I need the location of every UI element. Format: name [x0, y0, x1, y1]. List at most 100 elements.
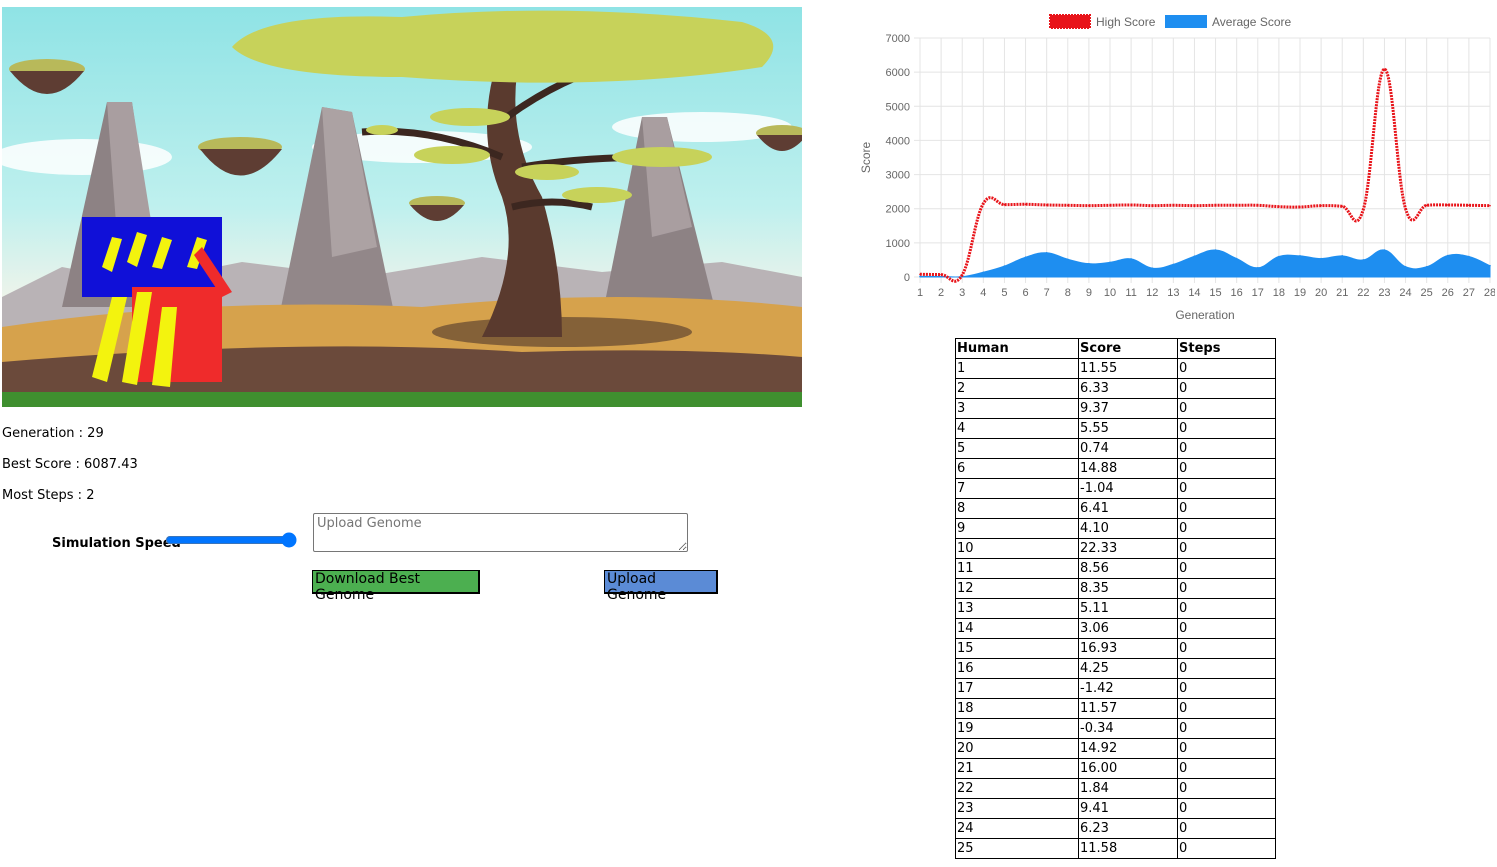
high-score-line: [919, 67, 1491, 283]
score-cell: 8.56: [1078, 558, 1178, 579]
human-id-cell: 17: [955, 678, 1079, 699]
score-cell: -1.04: [1078, 478, 1178, 499]
steps-cell: 0: [1177, 458, 1276, 479]
high-score-point: [1045, 204, 1048, 206]
high-score-point: [1446, 204, 1449, 206]
score-cell: 16.93: [1078, 638, 1178, 659]
x-tick-label: 21: [1336, 287, 1348, 299]
human-id-cell: 7: [955, 478, 1079, 499]
steps-cell: 0: [1177, 498, 1276, 519]
average-score-point: [1299, 255, 1301, 257]
high-score-point: [961, 274, 964, 276]
population-table: Human Score Steps 1 11.55 0 2 6.33 0 3 9.37 0 4 5.…: [955, 338, 1276, 859]
score-cell: 0.74: [1078, 438, 1178, 459]
y-tick-label: 0: [904, 272, 910, 284]
high-score-point: [1362, 208, 1365, 211]
human-id-cell: 2: [955, 378, 1079, 399]
grass-strip: [2, 392, 802, 407]
score-cell: 16.00: [1078, 758, 1178, 779]
x-tick-label: 23: [1378, 287, 1390, 299]
human-id-cell: 5: [955, 438, 1079, 459]
table-row: 17 -1.42 0: [955, 678, 1276, 699]
high-score-point: [1256, 204, 1259, 207]
human-id-cell: 10: [955, 538, 1079, 559]
human-id-cell: 12: [955, 578, 1079, 599]
table-row: 14 3.06 0: [955, 618, 1276, 639]
x-tick-label: 1: [917, 287, 923, 299]
human-id-cell: 6: [955, 458, 1079, 479]
table-row: 19 -0.34 0: [955, 718, 1276, 739]
average-score-point: [1235, 257, 1238, 260]
y-tick-label: 5000: [886, 101, 910, 113]
x-tick-label: 7: [1044, 287, 1050, 299]
score-cell: 11.58: [1078, 838, 1178, 859]
y-tick-label: 3000: [886, 170, 910, 182]
average-score-point: [1003, 265, 1006, 267]
download-best-genome-button[interactable]: Download Best Genome: [312, 570, 480, 603]
population-table-container: Human Score Steps 1 11.55 0 2 6.33 0 3 9.37 0 4 5.…: [955, 338, 1276, 859]
legend-label-average-score: Average Score: [1212, 15, 1291, 29]
high-score-point: [1468, 204, 1470, 207]
human-id-cell: 24: [955, 818, 1079, 839]
table-row: 6 14.88 0: [955, 458, 1276, 479]
table-header-row: Human Score Steps: [955, 338, 1276, 359]
steps-cell: 0: [1177, 678, 1276, 699]
steps-cell: 0: [1177, 378, 1276, 399]
upload-genome-button[interactable]: Upload Genome: [604, 570, 718, 603]
high-score-point: [1320, 204, 1322, 207]
x-tick-label: 16: [1231, 287, 1243, 299]
table-row: 1 11.55 0: [955, 358, 1276, 379]
high-score-point: [1404, 207, 1407, 210]
y-tick-label: 7000: [886, 33, 910, 45]
score-cell: 11.55: [1078, 358, 1178, 379]
legend-swatch-average-score: [1165, 15, 1207, 28]
average-score-point: [1045, 251, 1048, 254]
table-row: 18 11.57 0: [955, 698, 1276, 719]
floating-islands: [9, 59, 802, 221]
average-score-point: [1468, 255, 1470, 258]
x-tick-label: 6: [1022, 287, 1028, 299]
legend-label-high-score: High Score: [1096, 15, 1156, 29]
x-tick-label: 24: [1399, 287, 1411, 299]
x-tick-label: 25: [1421, 287, 1433, 299]
human-id-cell: 1: [955, 358, 1079, 379]
human-id-cell: 19: [955, 718, 1079, 739]
simulation-speed-slider[interactable]: [165, 530, 297, 550]
table-row: 24 6.23 0: [955, 818, 1276, 839]
x-tick-label: 27: [1463, 287, 1475, 299]
table-row: 13 5.11 0: [955, 598, 1276, 619]
score-cell: 6.33: [1078, 378, 1178, 399]
average-score-point: [1278, 255, 1280, 258]
steps-cell: 0: [1177, 738, 1276, 759]
human-id-cell: 20: [955, 738, 1079, 759]
score-cell: 22.33: [1078, 538, 1178, 559]
table-row: 21 16.00 0: [955, 758, 1276, 779]
average-score-point: [1383, 249, 1386, 251]
steps-cell: 0: [1177, 578, 1276, 599]
score-cell: 4.25: [1078, 658, 1178, 679]
table-row: 11 8.56 0: [955, 558, 1276, 579]
table-row: 22 1.84 0: [955, 778, 1276, 799]
upload-genome-textarea[interactable]: [313, 513, 688, 552]
rock-spires: [62, 102, 717, 327]
human-id-cell: 11: [955, 558, 1079, 579]
table-row: 25 11.58 0: [955, 838, 1276, 859]
best-score-label: Best Score : 6087.43: [2, 457, 138, 472]
x-tick-label: 14: [1188, 287, 1200, 299]
steps-cell: 0: [1177, 718, 1276, 739]
high-score-point: [1130, 204, 1132, 206]
high-score-point: [1214, 204, 1217, 207]
score-cell: 9.41: [1078, 798, 1178, 819]
table-row: 7 -1.04 0: [955, 478, 1276, 499]
x-tick-label: 3: [959, 287, 965, 299]
high-score-point: [1341, 205, 1344, 208]
steps-cell: 0: [1177, 518, 1276, 539]
score-cell: 5.11: [1078, 598, 1178, 619]
human-id-cell: 21: [955, 758, 1079, 779]
y-tick-label: 1000: [886, 238, 910, 250]
y-tick-label: 4000: [886, 135, 910, 147]
high-score-point: [1172, 204, 1175, 207]
x-tick-label: 8: [1065, 287, 1071, 299]
high-score-point: [1193, 204, 1196, 207]
